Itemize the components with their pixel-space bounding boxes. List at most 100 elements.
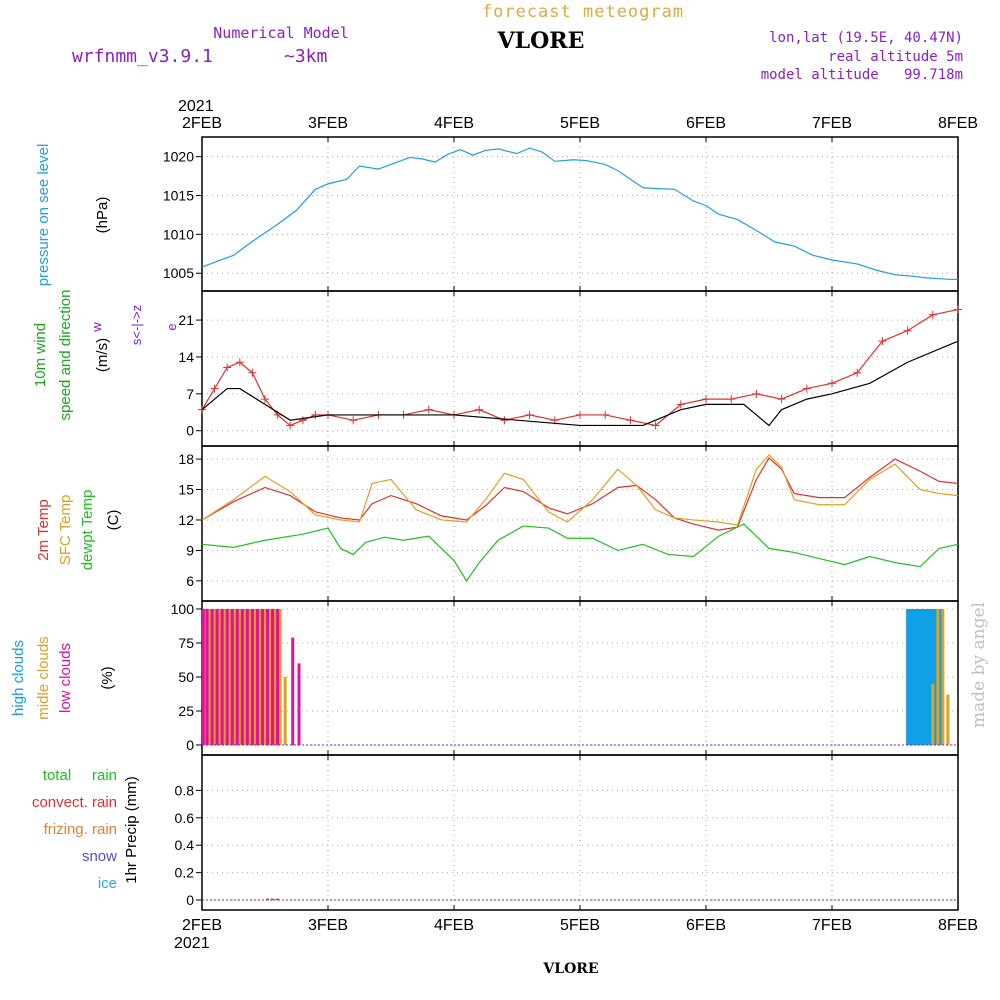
series-line-temperature-1 [201, 454, 959, 526]
series-line-temperature-2 [201, 523, 959, 582]
bar-clouds [273, 609, 277, 745]
bar-clouds [928, 609, 932, 745]
bar-clouds [297, 663, 301, 745]
y-tick-label: 0.2 [175, 865, 195, 881]
bar-clouds [220, 609, 224, 745]
bar-clouds [205, 609, 209, 745]
bar-clouds [921, 609, 925, 745]
bar-clouds [225, 609, 229, 745]
bar-clouds [233, 609, 237, 745]
temp-ylabel-2m: 2m Temp [35, 499, 52, 560]
station-title: VLORE [497, 28, 585, 54]
wind-speed-marker [500, 416, 509, 425]
wind-speed-marker [702, 395, 710, 404]
bar-clouds [926, 609, 930, 745]
bar-clouds [215, 609, 219, 745]
bar-clouds [923, 609, 927, 745]
bar-clouds [268, 609, 272, 745]
bar-clouds [916, 609, 920, 745]
precip-ylabel: 1hr Precip (mm) [123, 776, 140, 884]
bar-clouds [276, 609, 280, 745]
x-tick-label-top: 8FEB [938, 115, 978, 132]
direction-key-e: e [164, 323, 179, 330]
bar-precip [276, 898, 280, 900]
bar-clouds [931, 609, 935, 745]
wind-speed-marker [601, 410, 610, 419]
pressure-ylabel-unit: (hPa) [94, 197, 111, 234]
y-tick-label: 100 [171, 601, 195, 617]
wind-ylabel-line1: 10m wind [32, 323, 49, 387]
wind-speed-marker [475, 405, 484, 414]
wind-speed-marker [424, 405, 433, 414]
wind-speed-marker [298, 416, 307, 425]
panel-frame [201, 290, 959, 447]
wind-speed-marker [198, 405, 206, 414]
bar-clouds [240, 609, 244, 745]
bar-clouds [908, 609, 912, 745]
wind-speed-marker [311, 410, 320, 419]
pressure-ylabel: pressure on see level (hPa) [35, 144, 111, 287]
bar-clouds [906, 609, 910, 745]
direction-key-axis: s<-|->z [129, 305, 144, 345]
y-tick-label: 0 [186, 423, 194, 439]
bar-clouds [938, 609, 942, 745]
panel-frame [201, 445, 959, 602]
temp-ylabel-unit: (C) [105, 510, 122, 531]
y-tick-label: 18 [178, 451, 194, 467]
series-line-pressure-0 [201, 147, 958, 281]
y-tick-label: 0 [186, 892, 194, 908]
bar-precip [271, 898, 275, 900]
wind-speed-marker [752, 389, 761, 398]
wind-speed-marker [954, 305, 962, 314]
bar-clouds [248, 609, 252, 745]
series-line-temperature-0 [201, 457, 959, 531]
bar-clouds [913, 609, 917, 745]
y-tick-label: 0.8 [175, 782, 195, 798]
y-tick-label: 75 [178, 635, 194, 651]
wind-speed-marker [248, 368, 257, 377]
bar-clouds [911, 609, 915, 745]
bar-clouds [228, 609, 232, 745]
bar-clouds [238, 609, 242, 745]
x-tick-label-top: 4FEB [434, 115, 474, 132]
y-tick-label: 0.6 [175, 810, 195, 826]
bar-clouds [245, 609, 249, 745]
wind-speed-marker [210, 384, 219, 393]
credit-text: made by angel [969, 602, 989, 728]
model-label: Numerical Model [213, 24, 348, 42]
wind-speed-marker [727, 395, 736, 404]
station-coords: lon,lat (19.5E, 40.47N) [769, 30, 963, 46]
wind-speed-marker [878, 337, 887, 346]
direction-key-w: w [89, 322, 104, 333]
bar-clouds [283, 677, 287, 745]
precip-legend: total rain convect. rain frizing. rain s… [32, 767, 140, 892]
bar-clouds [278, 609, 282, 745]
bar-clouds [243, 609, 247, 745]
bar-clouds [931, 683, 935, 745]
legend-convect-rain: convect. rain [32, 794, 117, 811]
bar-clouds [213, 609, 217, 745]
bar-clouds [253, 609, 257, 745]
wind-speed-marker [903, 326, 912, 335]
wind-speed-marker [261, 395, 269, 404]
wind-speed-marker [651, 421, 660, 430]
x-tick-label-bottom: 7FEB [812, 917, 852, 934]
bar-precip [266, 898, 270, 900]
wind-speed-marker [525, 410, 534, 419]
bar-clouds [918, 609, 922, 745]
wind-speed-marker [777, 395, 786, 404]
bar-clouds [218, 609, 222, 745]
y-tick-label: 1015 [163, 188, 194, 204]
clouds-ylabel: high clouds midle clouds low clouds (%) [10, 636, 116, 719]
x-tick-label-bottom: 3FEB [308, 917, 348, 934]
model-resolution: ~3km [284, 46, 327, 67]
clouds-ylabel-unit: (%) [99, 666, 116, 689]
bar-clouds [941, 609, 945, 745]
y-tick-label: 7 [186, 386, 194, 402]
x-tick-label-top: 6FEB [686, 115, 726, 132]
y-tick-label: 15 [178, 482, 194, 498]
y-tick-label: 0.4 [175, 837, 195, 853]
temp-ylabel: 2m Temp SFC Temp dewpt Temp (C) [35, 490, 122, 571]
y-tick-label: 1005 [163, 265, 194, 281]
